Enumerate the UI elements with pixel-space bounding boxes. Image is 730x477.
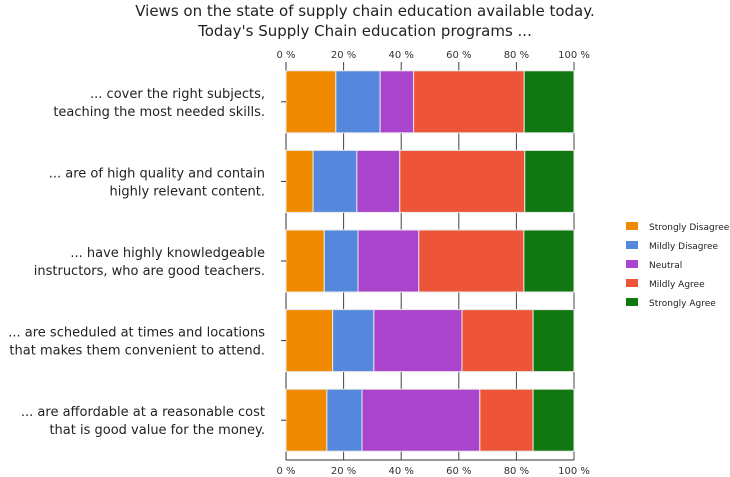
bar-segment-neutral — [361, 388, 481, 452]
category-label: that is good value for the money. — [49, 423, 265, 438]
x-tick-label-top: 100 % — [558, 50, 590, 61]
legend-label: Strongly Disagree — [649, 223, 730, 233]
category-label: ... have highly knowledgeable — [70, 246, 265, 261]
bar-segment-strongly-agree — [532, 388, 575, 452]
bar-segment-strongly-agree — [523, 70, 575, 134]
chart-title-line-1: Views on the state of supply chain educa… — [135, 2, 595, 20]
x-tick-label-bottom: 60 % — [446, 466, 471, 477]
bar-segment-strongly-agree — [523, 229, 575, 293]
category-label: teaching the most needed skills. — [53, 105, 265, 120]
bar-segment-mildly-disagree — [312, 149, 358, 213]
legend-swatch — [626, 260, 638, 268]
bar-segment-mildly-agree — [418, 229, 525, 293]
bar-segment-neutral — [379, 70, 415, 134]
bar-segment-strongly-disagree — [285, 309, 334, 373]
bar-segment-strongly-disagree — [285, 229, 325, 293]
legend-swatch — [626, 279, 638, 287]
x-tick-label-top: 20 % — [331, 50, 356, 61]
bar-segment-mildly-disagree — [326, 388, 363, 452]
bar-segment-mildly-agree — [413, 70, 525, 134]
x-tick-label-bottom: 80 % — [504, 466, 529, 477]
bar-segment-strongly-disagree — [285, 149, 314, 213]
bar-segment-strongly-agree — [532, 309, 575, 373]
x-tick-label-bottom: 100 % — [558, 466, 590, 477]
bar-segment-strongly-agree — [524, 149, 575, 213]
category-label: that makes them convenient to attend. — [9, 344, 265, 359]
legend-label: Neutral — [649, 261, 682, 271]
x-tick-label-top: 80 % — [504, 50, 529, 61]
x-tick-label-bottom: 40 % — [388, 466, 413, 477]
bar-segment-mildly-agree — [461, 309, 534, 373]
bar-segment-mildly-disagree — [332, 309, 375, 373]
legend-swatch — [626, 222, 638, 230]
bar-segment-strongly-disagree — [285, 388, 328, 452]
chart-title-line-2: Today's Supply Chain education programs … — [198, 22, 532, 40]
x-tick-label-top: 0 % — [276, 50, 295, 61]
category-label: ... cover the right subjects, — [90, 87, 265, 102]
bar-segment-mildly-agree — [399, 149, 526, 213]
bar-segment-neutral — [356, 149, 401, 213]
category-label: ... are affordable at a reasonable cost — [21, 405, 265, 420]
bar-segment-mildly-disagree — [323, 229, 359, 293]
x-tick-label-bottom: 20 % — [331, 466, 356, 477]
legend-label: Strongly Agree — [649, 299, 716, 309]
bar-segment-mildly-disagree — [335, 70, 381, 134]
category-label: instructors, who are good teachers. — [34, 264, 265, 279]
category-label: ... are of high quality and contain — [49, 166, 265, 181]
category-label: highly relevant content. — [110, 184, 265, 199]
legend-label: Mildly Agree — [649, 280, 705, 290]
bar-segment-mildly-agree — [479, 388, 534, 452]
legend-swatch — [626, 241, 638, 249]
x-tick-label-bottom: 0 % — [276, 466, 295, 477]
legend-swatch — [626, 298, 638, 306]
bar-segment-neutral — [357, 229, 420, 293]
legend-label: Mildly Disagree — [649, 242, 719, 252]
x-tick-label-top: 60 % — [446, 50, 471, 61]
x-tick-label-top: 40 % — [388, 50, 413, 61]
category-label: ... are scheduled at times and locations — [8, 326, 265, 341]
bar-segment-strongly-disagree — [285, 70, 337, 134]
bar-segment-neutral — [373, 309, 463, 373]
